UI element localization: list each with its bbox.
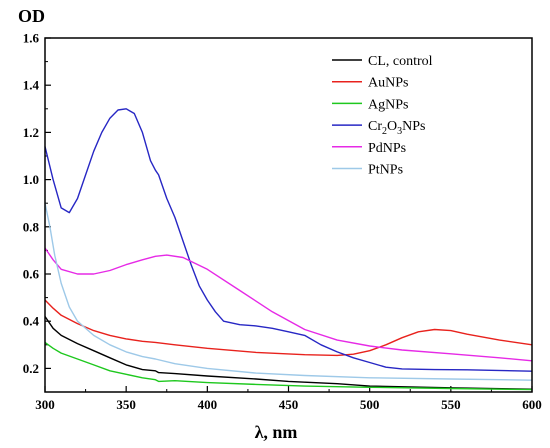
- axis-ticks: [44, 37, 533, 393]
- series-line-5: [44, 247, 533, 362]
- x-tick-label: 450: [279, 397, 299, 412]
- y-tick-label: 1.4: [23, 78, 40, 93]
- x-tick-label: 550: [441, 397, 461, 412]
- y-tick-label: 0.4: [23, 314, 40, 329]
- series-lines: [44, 108, 533, 391]
- x-tick-label: 350: [116, 397, 136, 412]
- x-tick-label: 600: [522, 397, 542, 412]
- y-tick-label: 0.6: [23, 267, 40, 282]
- x-tick-label: 300: [35, 397, 55, 412]
- y-tick-label: 1.0: [23, 172, 39, 187]
- y-tick-label: 1.6: [23, 31, 40, 46]
- series-line-4: [44, 108, 533, 372]
- legend-label: AgNPs: [368, 97, 408, 112]
- series-line-1: [44, 316, 533, 390]
- series-line-6: [44, 203, 533, 381]
- legend-label: AuNPs: [368, 76, 408, 91]
- plot-frame: [44, 37, 533, 393]
- series-line-2: [44, 299, 533, 357]
- legend-label: PtNPs: [368, 163, 403, 178]
- series-line-3: [44, 341, 533, 391]
- x-tick-label: 500: [360, 397, 380, 412]
- y-tick-labels: 0.2 0.4 0.6 0.8 1.0 1.2 1.4 1.6: [23, 31, 40, 376]
- legend-label: CL, control: [368, 54, 433, 69]
- legend-label: PdNPs: [368, 141, 406, 156]
- y-tick-label: 1.2: [23, 125, 39, 140]
- y-tick-label: 0.8: [23, 219, 40, 234]
- legend: CL, control AuNPs AgNPs Cr2O3NPs PdNPs PtNPs: [332, 54, 433, 178]
- x-axis-title: λ, nm: [255, 422, 298, 442]
- x-tick-labels: 300 350 400 450 500 550 600: [35, 397, 542, 412]
- y-axis-title: OD: [18, 6, 45, 26]
- y-tick-label: 0.2: [23, 361, 39, 376]
- x-tick-label: 400: [198, 397, 218, 412]
- legend-label: Cr2O3NPs: [368, 119, 425, 137]
